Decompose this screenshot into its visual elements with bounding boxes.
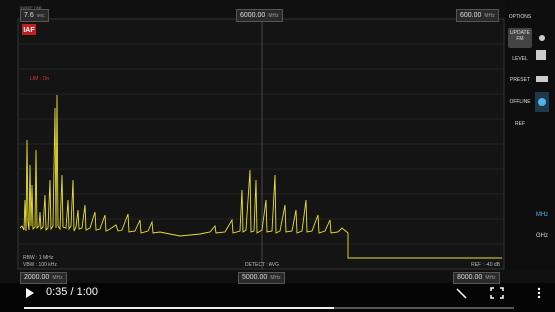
ghz-button[interactable]: GHz: [530, 233, 554, 239]
stop-frequency-unit: MHz: [485, 275, 495, 281]
reference: REF : -40 dB: [471, 262, 501, 268]
footer-center-value: 5000.00: [242, 274, 267, 281]
footer-center-unit: MHz: [270, 275, 280, 281]
preset-button[interactable]: PRESET: [508, 77, 532, 83]
center-frequency-value: 6000.00: [240, 12, 265, 19]
logo: IAF: [23, 27, 35, 34]
sweep-time-unit: sec: [37, 13, 45, 19]
mhz-button[interactable]: MHz: [530, 212, 554, 218]
playback-time: 0:35 / 1:00: [46, 286, 98, 298]
update-fm-button[interactable]: UPDATE FM: [508, 28, 532, 48]
start-frequency-unit: MHz: [52, 275, 62, 281]
span-value: 600.00: [460, 12, 481, 19]
start-frequency-value: 2000.00: [24, 274, 49, 281]
sweep-time-value: 7.6: [24, 12, 34, 19]
ref-button[interactable]: REF: [508, 121, 532, 127]
level-button[interactable]: LEVEL: [508, 56, 532, 62]
stop-frequency-value: 8000.00: [457, 274, 482, 281]
vbw: VBW : 100 kHz: [23, 262, 57, 268]
options-button[interactable]: OPTIONS: [508, 14, 532, 20]
center-frequency-unit: MHz: [268, 13, 278, 19]
detect: DETECT : AVG: [245, 262, 279, 268]
rbw: RBW : 1 MHz: [23, 255, 54, 261]
span-unit: MHz: [484, 13, 494, 19]
offline-button[interactable]: OFFLINE: [508, 99, 532, 105]
screen: IAF LIM : On RBW : 1 MHz VBW : 100 kHz D…: [0, 0, 555, 312]
analyzer-display: IAF LIM : On RBW : 1 MHz VBW : 100 kHz D…: [0, 0, 555, 312]
limit-status: LIM : On: [30, 76, 49, 82]
